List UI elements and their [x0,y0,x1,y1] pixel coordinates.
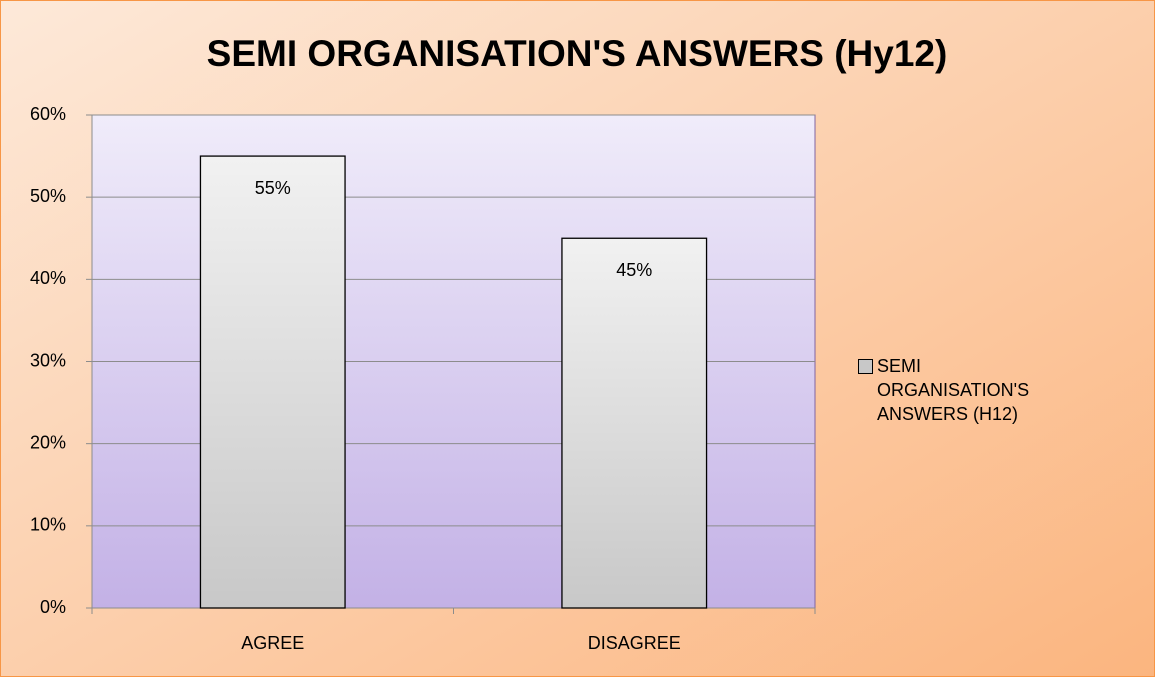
y-tick-label: 20% [30,432,66,452]
legend: SEMI ORGANISATION'S ANSWERS (H12) [858,354,1058,426]
bar-shine [561,237,708,609]
y-tick-label: 50% [30,186,66,206]
x-tick-label: AGREE [241,633,304,653]
data-label: 45% [616,260,652,280]
y-tick-label: 10% [30,515,66,535]
x-tick-label: DISAGREE [588,633,681,653]
y-tick-label: 40% [30,268,66,288]
legend-swatch [858,359,873,374]
data-label: 55% [255,178,291,198]
bar-shine [199,155,346,609]
y-tick-label: 30% [30,350,66,370]
y-tick-label: 0% [40,597,66,617]
y-tick-label: 60% [30,104,66,124]
legend-label: SEMI ORGANISATION'S ANSWERS (H12) [877,356,1030,424]
chart-title: SEMI ORGANISATION'S ANSWERS (Hy12) [207,33,948,74]
